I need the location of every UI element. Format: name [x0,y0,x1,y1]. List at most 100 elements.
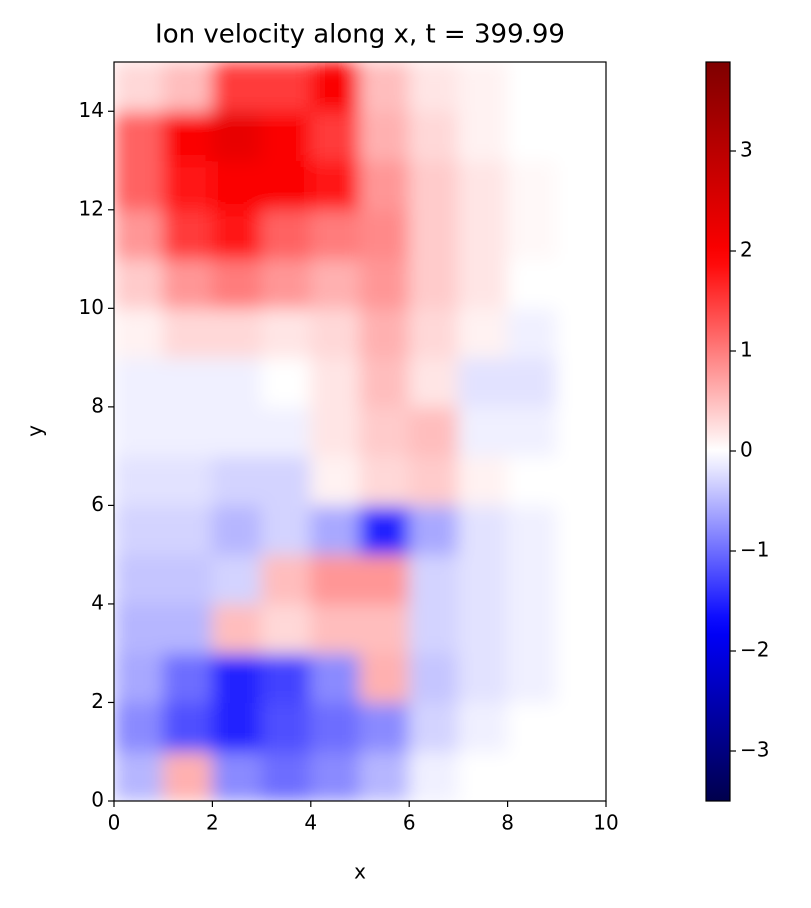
heat-cell [162,751,213,801]
heat-cell [310,406,361,457]
heat-cell [310,62,361,112]
heat-cell [408,62,459,112]
heat-cell [359,701,410,753]
heat-cell [507,110,558,162]
heat-cell [261,652,312,703]
heat-cell [408,209,459,260]
heat-cell [457,110,509,162]
heat-cell [408,751,459,801]
heat-cell [556,258,606,309]
y-tick-label: 2 [91,689,104,713]
heat-cell [408,406,459,457]
heat-cell [162,701,213,753]
heat-cell [162,504,213,556]
heat-cell [114,406,164,457]
colorbar-tick-label: 1 [740,338,753,362]
heat-cell [556,110,606,162]
heat-cell [359,652,410,703]
heat-cell [211,701,263,753]
heat-cell [211,406,263,457]
heat-cell [457,455,509,506]
heat-cell [114,554,164,605]
heat-cell [507,504,558,556]
heat-cell [507,751,558,801]
heat-cell [556,504,606,556]
heat-cell [114,258,164,309]
heat-cell [114,455,164,506]
heat-cell [457,357,509,408]
heat-cell [457,209,509,260]
heat-cell [507,701,558,753]
heat-cell [408,701,459,753]
heat-cell [211,62,263,112]
heat-cell [507,406,558,457]
heat-cell [408,160,459,211]
heat-cell [359,209,410,260]
x-tick-label: 4 [304,811,317,835]
x-tick-label: 0 [108,811,121,835]
heat-cell [162,209,213,260]
heat-cell [211,307,263,359]
heat-cell [114,62,164,112]
colorbar-tick-label: 0 [740,438,753,462]
heat-cell [556,357,606,408]
heat-cell [114,652,164,703]
heat-cell [457,160,509,211]
heat-cell [359,307,410,359]
heat-cell [457,751,509,801]
heat-cell [114,751,164,801]
heat-cell [359,357,410,408]
heat-cell [507,603,558,654]
heat-cell [211,504,263,556]
heat-cell [162,455,213,506]
heat-cell [507,62,558,112]
heat-cell [114,160,164,211]
heat-cell [114,209,164,260]
heat-cell [310,258,361,309]
heat-cell [359,110,410,162]
heat-cell [261,406,312,457]
heat-cell [114,110,164,162]
heat-cell [211,603,263,654]
heat-cell [457,603,509,654]
heat-cell [457,406,509,457]
x-tick-label: 8 [501,811,514,835]
heat-cell [457,504,509,556]
heat-cell [162,110,213,162]
heat-cell [310,307,361,359]
y-tick-label: 12 [79,196,104,220]
heat-cell [261,258,312,309]
heat-cell [359,455,410,506]
heat-cell [507,209,558,260]
heat-cell [556,209,606,260]
heat-cell [162,652,213,703]
heat-cell [457,701,509,753]
heat-cell [556,603,606,654]
heat-cell [556,751,606,801]
heat-cell [310,652,361,703]
heat-cell [556,406,606,457]
heat-cell [310,701,361,753]
heat-cell [162,307,213,359]
colorbar-tick-label: −3 [740,738,769,762]
heat-cell [261,554,312,605]
heat-cell [556,307,606,359]
heat-cell [457,652,509,703]
heat-cell [408,110,459,162]
heat-cell [211,357,263,408]
heat-cell [261,603,312,654]
heat-cell [310,110,361,162]
heat-cell [162,258,213,309]
heat-cell [359,751,410,801]
heat-cell [310,160,361,211]
x-tick-label: 10 [593,811,618,835]
heat-cell [261,160,312,211]
chart-title: Ion velocity along x, t = 399.99 [155,20,565,50]
y-tick-label: 10 [79,295,104,319]
heat-cell [507,554,558,605]
colorbar-tick-label: 2 [740,238,753,262]
heat-cell [310,209,361,260]
heat-cell [211,110,263,162]
heat-cell [162,554,213,605]
heat-cell [162,160,213,211]
